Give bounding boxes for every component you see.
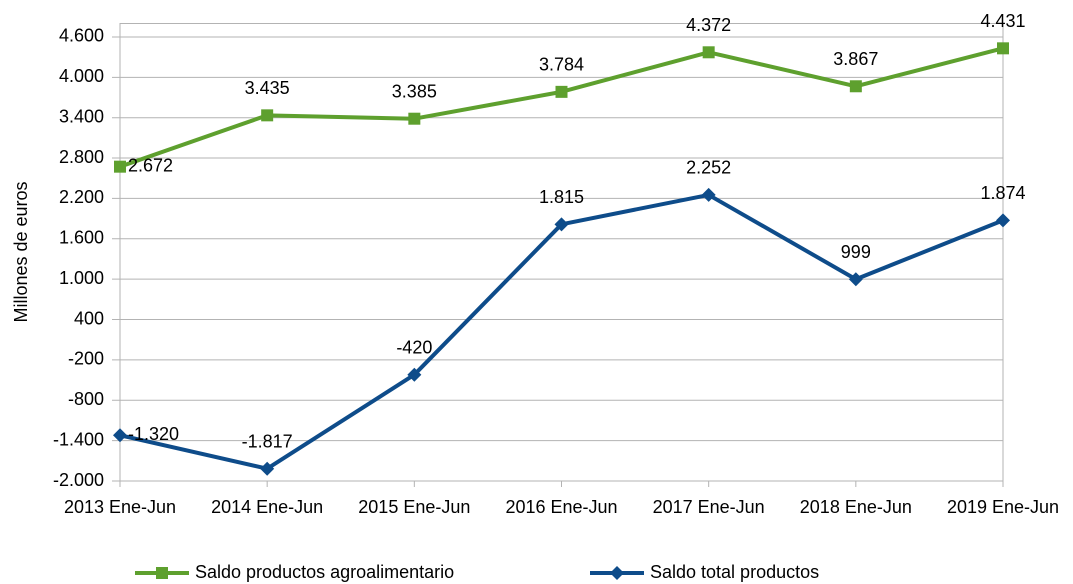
data-label: 1.815 [539,187,584,207]
data-point [407,367,422,382]
y-tick-label: -800 [68,389,104,409]
y-tick-label: 2.200 [59,187,104,207]
data-label: -420 [396,337,432,357]
y-tick-label: 4.600 [59,26,104,46]
data-label: 999 [841,242,871,262]
x-tick-label: 2018 Ene-Jun [800,497,912,517]
data-point [996,213,1010,228]
y-tick-label: 4.000 [59,66,104,86]
data-point [848,272,863,287]
x-tick-label: 2016 Ene-Jun [505,497,617,517]
x-tick-label: 2017 Ene-Jun [653,497,765,517]
data-label: 3.385 [392,81,437,101]
legend-label: Saldo productos agroalimentario [195,562,454,582]
data-point [554,217,569,232]
data-point [261,109,274,122]
data-point [113,428,127,443]
data-label: 4.372 [686,15,731,35]
y-tick-label: -1.400 [53,429,104,449]
y-tick-label: 400 [74,308,104,328]
x-tick-label: 2019 Ene-Jun [947,497,1059,517]
x-tick-label: 2015 Ene-Jun [358,497,470,517]
y-tick-label: 3.400 [59,106,104,126]
data-label: 3.867 [833,49,878,69]
data-label: 2.252 [686,158,731,178]
y-axis-title: Millones de euros [11,181,31,322]
x-tick-label: 2013 Ene-Jun [64,497,176,517]
data-label: -1.320 [128,424,179,444]
data-label: 1.874 [980,183,1025,203]
data-point [702,46,715,59]
data-label: -1.817 [242,431,293,451]
data-point [997,42,1009,55]
series-line [119,192,1004,471]
data-label: 2.672 [128,155,173,175]
x-tick-label: 2014 Ene-Jun [211,497,323,517]
data-point [555,85,568,98]
data-label: 3.435 [245,78,290,98]
data-label: 3.784 [539,55,584,75]
data-label: 4.431 [980,11,1025,31]
data-point [114,160,126,173]
y-tick-label: 1.000 [59,268,104,288]
data-point [849,80,862,93]
data-point [701,187,716,202]
legend-label: Saldo total productos [650,562,819,582]
legend-marker [156,567,168,579]
y-tick-label: 1.600 [59,228,104,248]
legend-marker [610,566,624,580]
y-tick-label: -200 [68,349,104,369]
data-point [408,112,421,125]
y-tick-label: 2.800 [59,147,104,167]
y-tick-label: -2.000 [53,470,104,490]
data-point [260,461,275,476]
